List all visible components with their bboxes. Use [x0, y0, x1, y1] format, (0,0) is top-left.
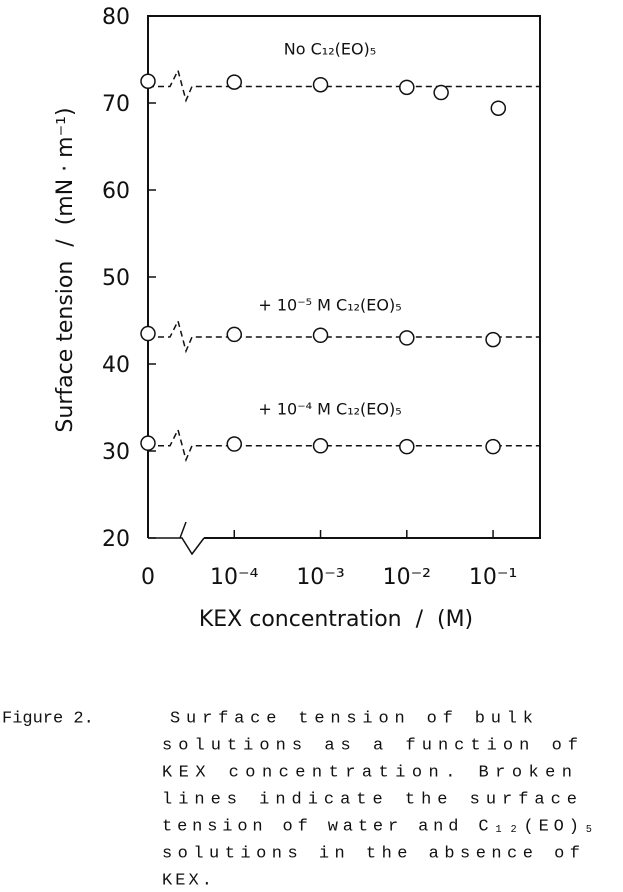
- reference-line: [148, 427, 540, 463]
- series-label: + 10⁻⁴ M C₁₂(EO)₅: [258, 400, 401, 419]
- data-point: [312, 438, 329, 454]
- series-label: + 10⁻⁵ M C₁₂(EO)₅: [258, 296, 401, 315]
- reference-line: [148, 68, 540, 103]
- data-point: [399, 79, 415, 96]
- data-point: [226, 326, 243, 343]
- data-point: [140, 325, 156, 342]
- data-point: [312, 76, 329, 93]
- data-point: [140, 435, 156, 451]
- x-tick-label: 10⁻³: [296, 565, 344, 590]
- series-label: No C₁₂(EO)₅: [284, 40, 376, 59]
- y-tick-label: 40: [102, 353, 130, 378]
- x-tick-label: 10⁻¹: [469, 565, 517, 590]
- y-tick-label: 50: [102, 266, 130, 291]
- caption-line: tension of water and C₁₂(EO)₅: [162, 817, 594, 836]
- y-tick-label: 70: [102, 92, 130, 117]
- y-tick-label: 20: [102, 527, 130, 552]
- data-point: [226, 436, 243, 452]
- plot-frame: [147, 15, 541, 539]
- caption-line: Surface tension of bulk: [170, 709, 533, 728]
- x-tick-label: 10⁻²: [383, 565, 431, 590]
- axis-break: [179, 521, 187, 539]
- caption-line: lines indicate the surface: [162, 790, 577, 809]
- x-tick-label: 10⁻⁴: [210, 565, 259, 590]
- caption-line: KEX.: [162, 871, 212, 890]
- axis-break: [148, 537, 205, 556]
- data-point: [312, 327, 329, 344]
- x-axis-label: KEX concentration / (M): [199, 607, 473, 632]
- data-point: [140, 73, 156, 89]
- y-axis-label: Surface tension / (mN · m⁻¹): [53, 107, 78, 432]
- caption-label: Figure 2.: [2, 709, 94, 728]
- x-tick-label: 0: [141, 565, 155, 590]
- data-point: [226, 74, 243, 90]
- data-point: [399, 438, 415, 455]
- y-tick-label: 60: [102, 179, 130, 204]
- data-point: [485, 331, 501, 348]
- data-point: [490, 100, 507, 116]
- y-tick-label: 80: [102, 5, 130, 30]
- reference-line: [148, 318, 540, 354]
- y-tick-label: 30: [102, 440, 130, 465]
- caption-line: solutions as a function of: [162, 736, 578, 755]
- caption-line: solutions in the absence of: [162, 844, 580, 863]
- data-point: [485, 438, 501, 455]
- caption-line: KEX concentration. Broken: [162, 763, 572, 782]
- data-point: [399, 330, 415, 346]
- data-point: [433, 84, 449, 101]
